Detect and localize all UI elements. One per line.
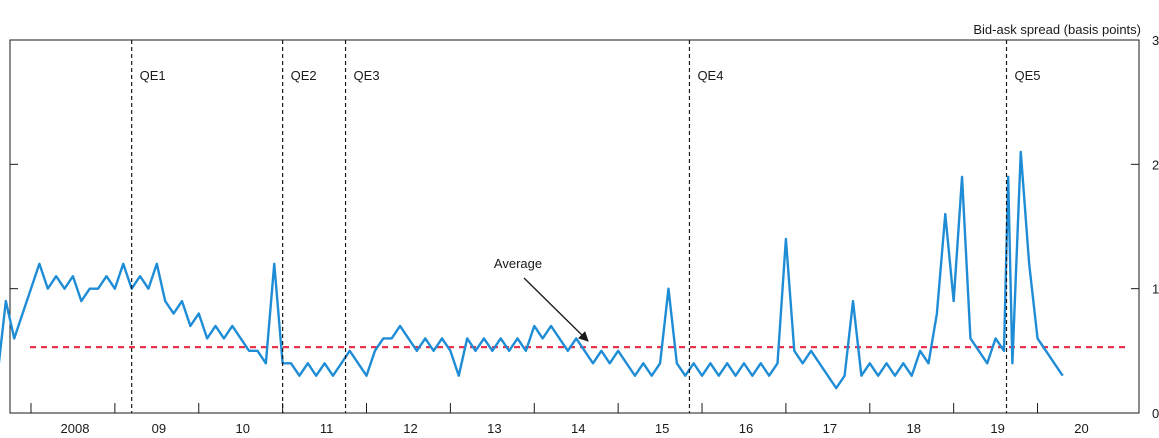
average-label: Average bbox=[494, 256, 542, 271]
series-line bbox=[0, 150, 1064, 390]
x-tick-label: 15 bbox=[655, 421, 669, 436]
x-tick-label: 14 bbox=[571, 421, 585, 436]
qe-event-label: QE3 bbox=[354, 68, 380, 83]
plot-frame bbox=[9, 39, 1140, 414]
x-tick-label: 10 bbox=[236, 421, 250, 436]
qe-event-label: QE2 bbox=[291, 68, 317, 83]
x-tick-label: 09 bbox=[152, 421, 166, 436]
qe-event-label: QE4 bbox=[697, 68, 723, 83]
x-tick-label: 19 bbox=[990, 421, 1004, 436]
x-tick-label: 13 bbox=[487, 421, 501, 436]
qe-event-label: QE1 bbox=[140, 68, 166, 83]
x-tick-label: 16 bbox=[739, 421, 753, 436]
qe-events-group: QE1 QE2 QE3 QE4 QE5 bbox=[131, 40, 1041, 413]
y-tick-label: 0 bbox=[1152, 406, 1159, 421]
x-axis: 2008 09 10 11 12 13 14 15 16 17 18 19 20 bbox=[30, 403, 1089, 436]
x-tick-label: 17 bbox=[823, 421, 837, 436]
plot-border bbox=[9, 39, 1140, 414]
y-tick-label: 3 bbox=[1152, 33, 1159, 48]
x-tick-label: 11 bbox=[320, 421, 334, 436]
x-tick-label: 2008 bbox=[61, 421, 90, 436]
series-group bbox=[0, 150, 1064, 390]
y-axis: 0 1 2 3 bbox=[10, 33, 1159, 421]
average-annotation: Average bbox=[494, 256, 589, 342]
y-tick-label: 2 bbox=[1152, 157, 1159, 172]
x-tick-label: 18 bbox=[907, 421, 921, 436]
average-arrow bbox=[523, 277, 589, 342]
y-axis-label: Bid-ask spread (basis points) bbox=[973, 22, 1141, 37]
x-tick-label: 12 bbox=[403, 421, 417, 436]
y-tick-label: 1 bbox=[1152, 282, 1159, 297]
qe-event-label: QE5 bbox=[1015, 68, 1041, 83]
x-tick-label: 20 bbox=[1074, 421, 1088, 436]
